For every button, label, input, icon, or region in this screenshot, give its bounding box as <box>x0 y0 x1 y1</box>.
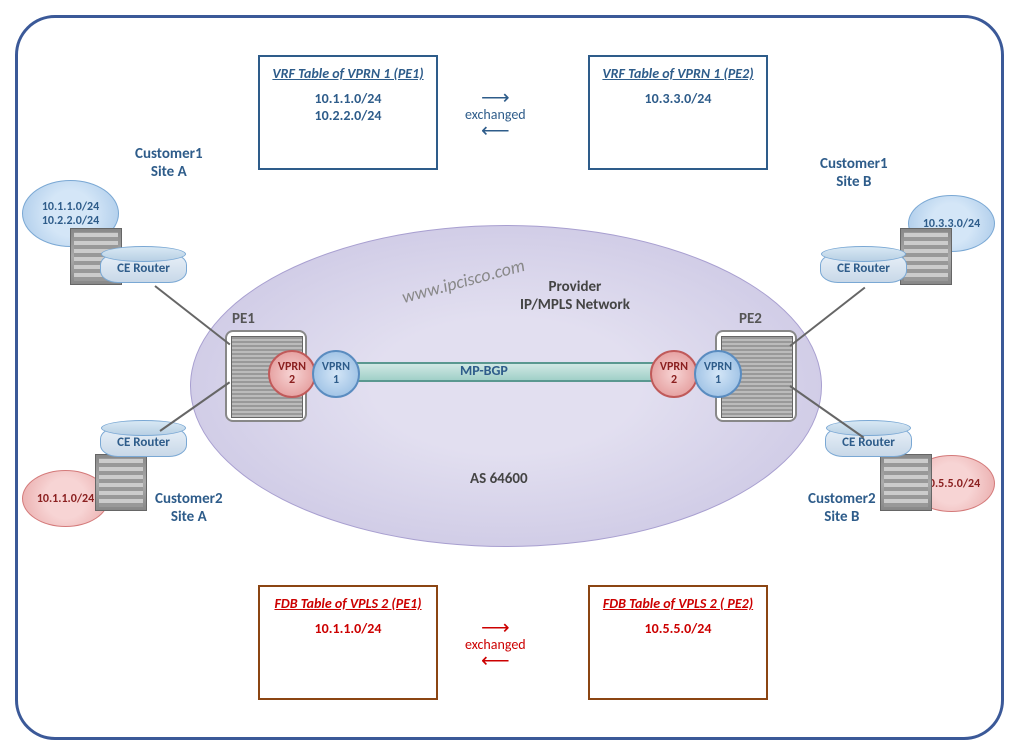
customer1-sitea-label: Customer1 Site A <box>135 145 203 181</box>
fdb-title: FDB Table of VPLS 2 ( PE2) <box>598 595 758 612</box>
vrf-route: 10.2.2.0/24 <box>268 107 428 124</box>
net: 10.2.2.0/24 <box>42 214 99 228</box>
ce-router-c2a: CE Router <box>100 427 187 457</box>
diagram-container: VRF Table of VPRN 1 (PE1) 10.1.1.0/24 10… <box>0 0 1013 749</box>
building-icon <box>900 228 950 283</box>
as-label: AS 64600 <box>470 470 528 488</box>
vrf-title: VRF Table of VPRN 1 (PE2) <box>598 65 758 82</box>
arrow-left-icon: ⟵ <box>465 653 526 669</box>
building-icon <box>95 454 145 509</box>
pe2-label: PE2 <box>739 310 762 328</box>
pe1-label: PE1 <box>232 310 255 328</box>
fdb-route: 10.5.5.0/24 <box>598 620 758 637</box>
net: 10.1.1.0/24 <box>42 200 99 214</box>
provider-label: Provider IP/MPLS Network <box>520 278 630 314</box>
vprn1-pe2: VPRN 1 <box>694 350 742 398</box>
mpbgp-label: MP-BGP <box>460 362 508 379</box>
arrow-left-icon: ⟵ <box>465 123 526 139</box>
building-icon <box>880 454 930 509</box>
fdb-title: FDB Table of VPLS 2 (PE1) <box>268 595 428 612</box>
ce-router-c1a: CE Router <box>100 253 187 283</box>
customer2-sitea-label: Customer2 Site A <box>155 490 223 526</box>
ce-router-c2b: CE Router <box>825 427 912 457</box>
fdb-route: 10.1.1.0/24 <box>268 620 428 637</box>
net: 10.1.1.0/24 <box>37 492 94 506</box>
arrow-right-icon: ⟶ <box>465 90 526 106</box>
vprn2-pe1: VPRN 2 <box>268 350 316 398</box>
mpbgp-link <box>340 362 679 382</box>
vrf-table-pe1-vprn1: VRF Table of VPRN 1 (PE1) 10.1.1.0/24 10… <box>258 55 438 170</box>
customer1-siteb-label: Customer1 Site B <box>820 155 888 191</box>
exchanged-top: ⟶ exchanged ⟵ <box>465 90 526 139</box>
fdb-table-pe2-vpls2: FDB Table of VPLS 2 ( PE2) 10.5.5.0/24 <box>588 585 768 700</box>
vrf-title: VRF Table of VPRN 1 (PE1) <box>268 65 428 82</box>
arrow-right-icon: ⟶ <box>465 620 526 636</box>
vprn2-pe2: VPRN 2 <box>650 350 698 398</box>
vrf-route: 10.3.3.0/24 <box>598 90 758 107</box>
exchanged-bottom: ⟶ exchanged ⟵ <box>465 620 526 669</box>
vrf-route: 10.1.1.0/24 <box>268 90 428 107</box>
ce-router-c1b: CE Router <box>820 253 907 283</box>
fdb-table-pe1-vpls2: FDB Table of VPLS 2 (PE1) 10.1.1.0/24 <box>258 585 438 700</box>
vprn1-pe1: VPRN 1 <box>312 350 360 398</box>
vrf-table-pe2-vprn1: VRF Table of VPRN 1 (PE2) 10.3.3.0/24 <box>588 55 768 170</box>
customer2-siteb-label: Customer2 Site B <box>808 490 876 526</box>
